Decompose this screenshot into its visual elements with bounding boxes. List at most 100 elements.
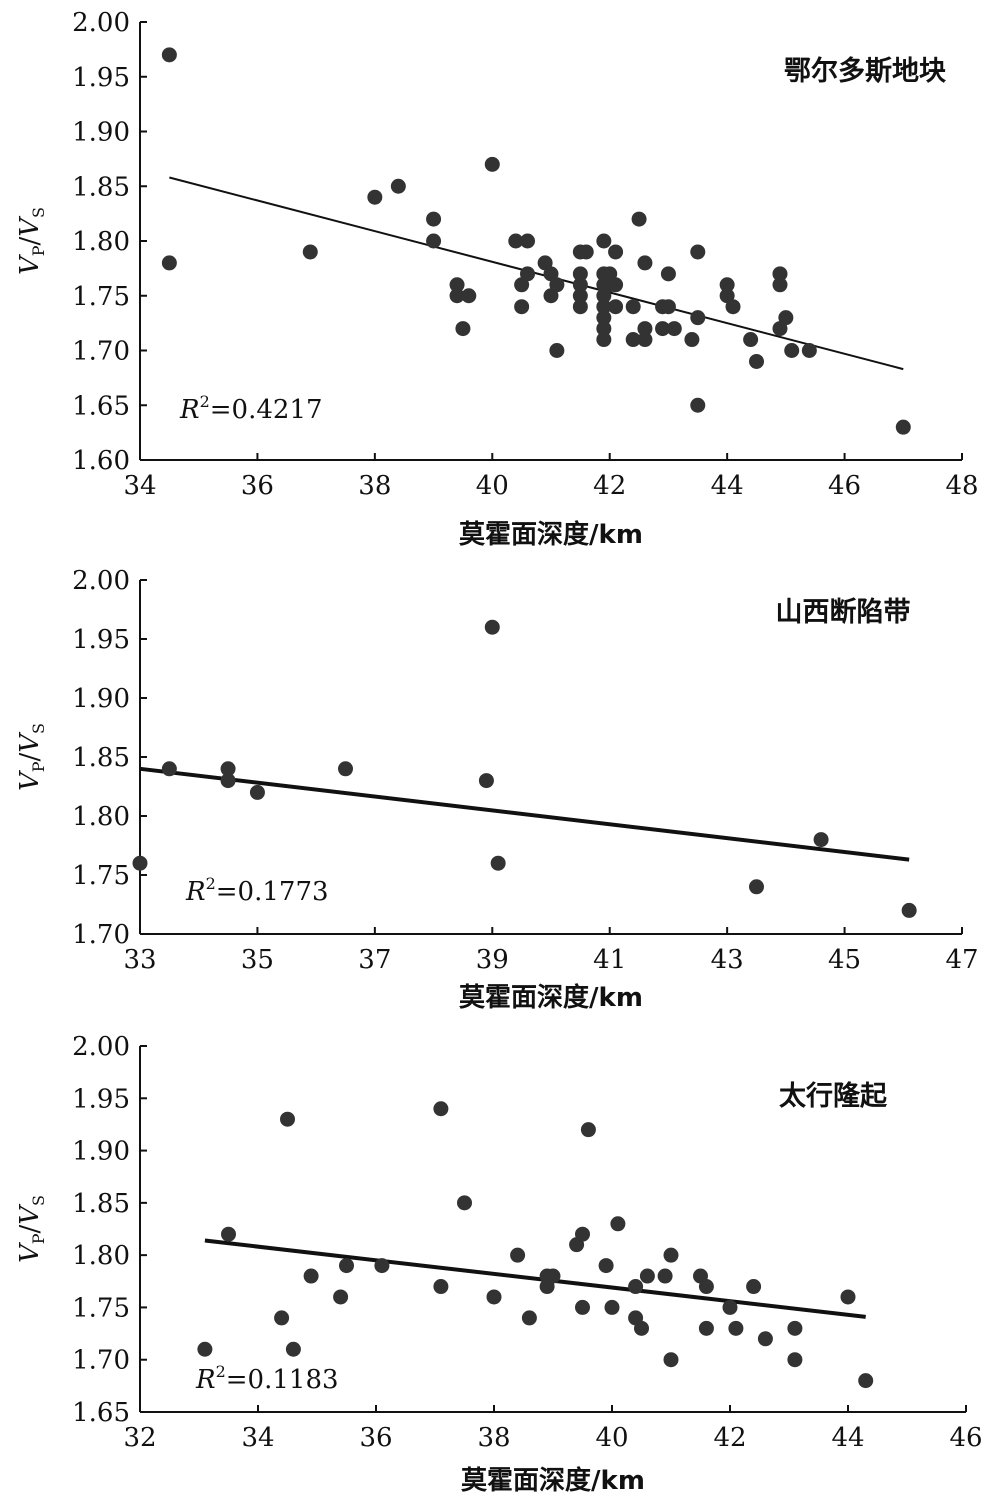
data-point	[598, 1258, 614, 1274]
data-point	[520, 233, 536, 249]
y-axis-title-v: V	[15, 1204, 45, 1225]
data-point	[637, 321, 653, 337]
x-tick-label: 47	[945, 945, 978, 975]
data-point	[637, 332, 653, 348]
x-tick-label: 42	[713, 1423, 746, 1453]
data-point	[549, 277, 565, 293]
y-tick-label: 1.95	[72, 1084, 130, 1114]
data-point	[280, 1111, 295, 1127]
data-point	[663, 1247, 679, 1263]
data-point	[302, 244, 318, 260]
data-point	[220, 761, 236, 777]
r-squared-value: =0.1773	[216, 877, 329, 907]
data-point	[510, 1247, 526, 1263]
data-point	[719, 277, 735, 293]
trend-line	[204, 1238, 866, 1319]
data-point	[757, 1331, 773, 1347]
data-point	[596, 299, 612, 315]
chart-panel-3: 1.65 1.70 1.75 1.80 1.85 1.90 1.95 2.00 32 34 36 38…	[15, 1032, 983, 1496]
data-point	[545, 1268, 561, 1284]
r-squared-value: =0.1183	[226, 1365, 339, 1395]
data-point	[901, 902, 917, 918]
y-tick-label: 1.80	[72, 227, 130, 257]
data-point	[698, 1279, 714, 1295]
y-axis-title-slash: /	[15, 236, 45, 245]
r-squared-letter: R	[179, 395, 200, 425]
data-point	[725, 299, 741, 315]
x-tick-label: 34	[123, 471, 156, 501]
x-tick-label: 37	[358, 945, 391, 975]
data-point	[657, 1268, 673, 1284]
data-point	[772, 266, 788, 282]
y-tick-label: 1.75	[72, 282, 130, 312]
data-point	[596, 288, 612, 304]
data-point	[367, 189, 383, 205]
data-point	[895, 419, 911, 435]
data-point	[433, 1101, 449, 1117]
data-point	[303, 1268, 319, 1284]
x-tick-label: 43	[711, 945, 744, 975]
data-point	[457, 1195, 472, 1211]
x-axis-title: 莫霍面深度/km	[461, 1465, 645, 1496]
x-tick-label: 48	[945, 471, 978, 501]
data-point	[572, 299, 588, 315]
y-tick-label: 1.70	[72, 1346, 130, 1376]
y-tick-label: 2.00	[72, 1032, 130, 1062]
x-axis-title: 莫霍面深度/km	[459, 982, 643, 1013]
x-tick-label: 34	[241, 1423, 274, 1453]
data-point	[426, 211, 442, 227]
x-tick-label: 39	[476, 945, 509, 975]
data-point	[455, 321, 471, 337]
x-tick-label: 46	[949, 1423, 982, 1453]
y-tick-label: 1.65	[72, 391, 130, 421]
data-point	[631, 211, 647, 227]
y-tick-label: 1.80	[72, 1241, 130, 1271]
data-point	[728, 1320, 744, 1336]
data-point	[537, 255, 553, 271]
y-tick-label: 1.85	[72, 1189, 130, 1219]
r-squared-label: R2=0.1183	[195, 1362, 339, 1395]
data-point	[543, 266, 559, 282]
y-axis-title-v: V	[15, 770, 45, 791]
data-point	[743, 332, 759, 348]
x-tick-label: 35	[241, 945, 274, 975]
data-point	[433, 1279, 449, 1295]
data-point	[578, 244, 594, 260]
data-point	[220, 773, 236, 789]
data-point	[132, 855, 148, 871]
data-point	[625, 299, 641, 315]
data-point	[604, 1299, 620, 1315]
y-axis-title-v: V	[15, 1242, 45, 1263]
data-point	[161, 47, 177, 63]
y-tick-label: 1.70	[72, 920, 130, 950]
data-point	[484, 619, 500, 635]
y-axis-title: VP/VS	[15, 207, 48, 275]
data-point	[572, 266, 588, 282]
r-squared-label: R2=0.4217	[179, 392, 323, 425]
y-tick-label: 1.90	[72, 118, 130, 148]
x-tick-label: 32	[123, 1423, 156, 1453]
y-axis-title-slash: /	[15, 752, 45, 761]
y-axis-title-sub: S	[29, 723, 48, 734]
data-point	[608, 244, 624, 260]
y-axis-title: VP/VS	[15, 1195, 48, 1263]
data-point	[596, 332, 612, 348]
y-tick-label: 2.00	[72, 8, 130, 38]
x-tick-label: 46	[828, 471, 861, 501]
y-tick-label: 1.90	[72, 1137, 130, 1167]
data-point	[197, 1341, 213, 1357]
y-tick-label: 1.65	[72, 1398, 130, 1428]
x-tick-label: 45	[828, 945, 861, 975]
data-point	[161, 761, 177, 777]
x-tick-label: 33	[123, 945, 156, 975]
trend-line	[169, 176, 904, 371]
r-squared-letter: R	[195, 1365, 216, 1395]
data-point	[746, 1279, 762, 1295]
y-tick-label: 1.85	[72, 743, 130, 773]
data-point	[249, 784, 265, 800]
y-axis-title: VP/VS	[15, 723, 48, 791]
x-axis-title: 莫霍面深度/km	[459, 519, 643, 550]
data-point	[813, 832, 829, 848]
chart-panel-2: 1.70 1.75 1.80 1.85 1.90 1.95 2.00 33 35 37 39 41 43…	[15, 566, 979, 1013]
